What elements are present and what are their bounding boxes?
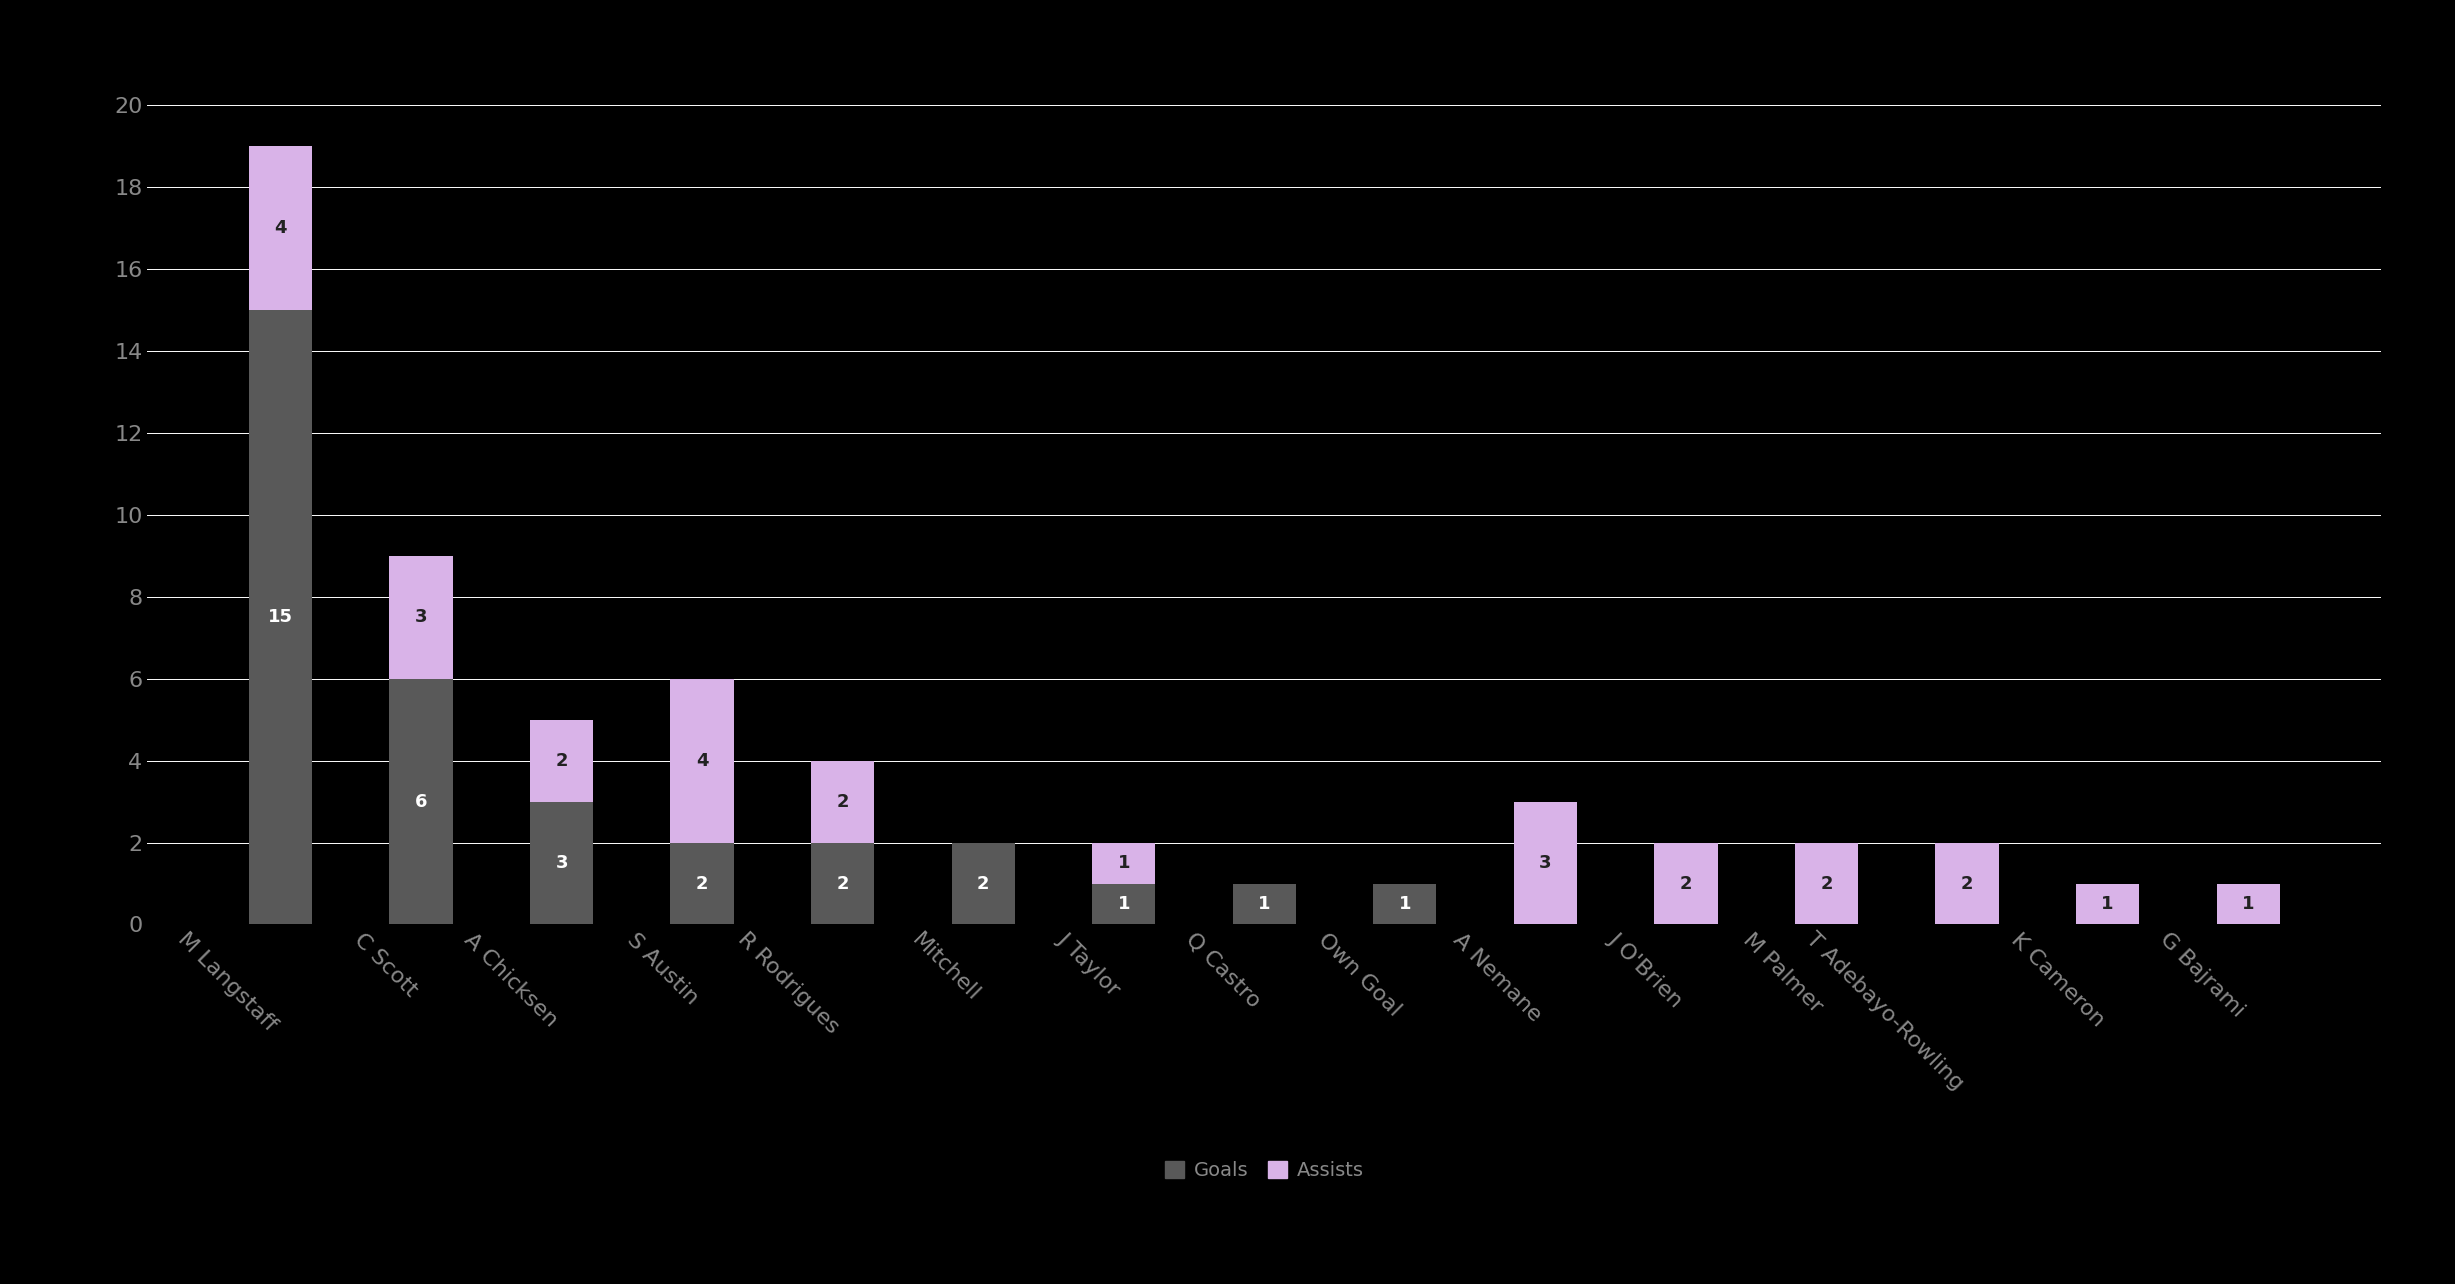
Bar [1232,883,1296,924]
Text: 1: 1 [2101,895,2114,913]
Bar [810,842,874,924]
Text: 6: 6 [415,792,427,810]
Text: 2: 2 [555,751,567,769]
Bar [1655,842,1718,924]
Bar [1795,842,1858,924]
Bar [390,679,452,924]
Text: 2: 2 [1962,874,1974,892]
Bar [810,760,874,842]
Text: 3: 3 [1539,854,1552,872]
Bar [2217,883,2281,924]
Text: 2: 2 [977,874,989,892]
Text: 2: 2 [695,874,709,892]
Bar [2077,883,2138,924]
Text: 2: 2 [837,792,849,810]
Text: 3: 3 [555,854,567,872]
Text: 1: 1 [1257,895,1272,913]
Bar [1515,801,1576,924]
Bar [1935,842,1998,924]
Text: 4: 4 [275,220,287,238]
Bar [530,719,594,801]
Legend: Goals, Assists: Goals, Assists [1154,1152,1375,1190]
Text: 2: 2 [1679,874,1691,892]
Text: 15: 15 [268,609,292,627]
Text: 1: 1 [1117,854,1129,872]
Bar [248,309,312,924]
Bar [670,842,734,924]
Bar [1092,883,1156,924]
Bar [1372,883,1436,924]
Bar [670,679,734,842]
Text: 1: 1 [2241,895,2254,913]
Text: 2: 2 [1819,874,1834,892]
Bar [248,146,312,309]
Text: 3: 3 [415,609,427,627]
Bar [953,842,1014,924]
Bar [1092,842,1156,883]
Text: 2: 2 [837,874,849,892]
Bar [530,801,594,924]
Bar [390,556,452,679]
Text: 1: 1 [1399,895,1412,913]
Text: 1: 1 [1117,895,1129,913]
Text: 4: 4 [695,751,709,769]
